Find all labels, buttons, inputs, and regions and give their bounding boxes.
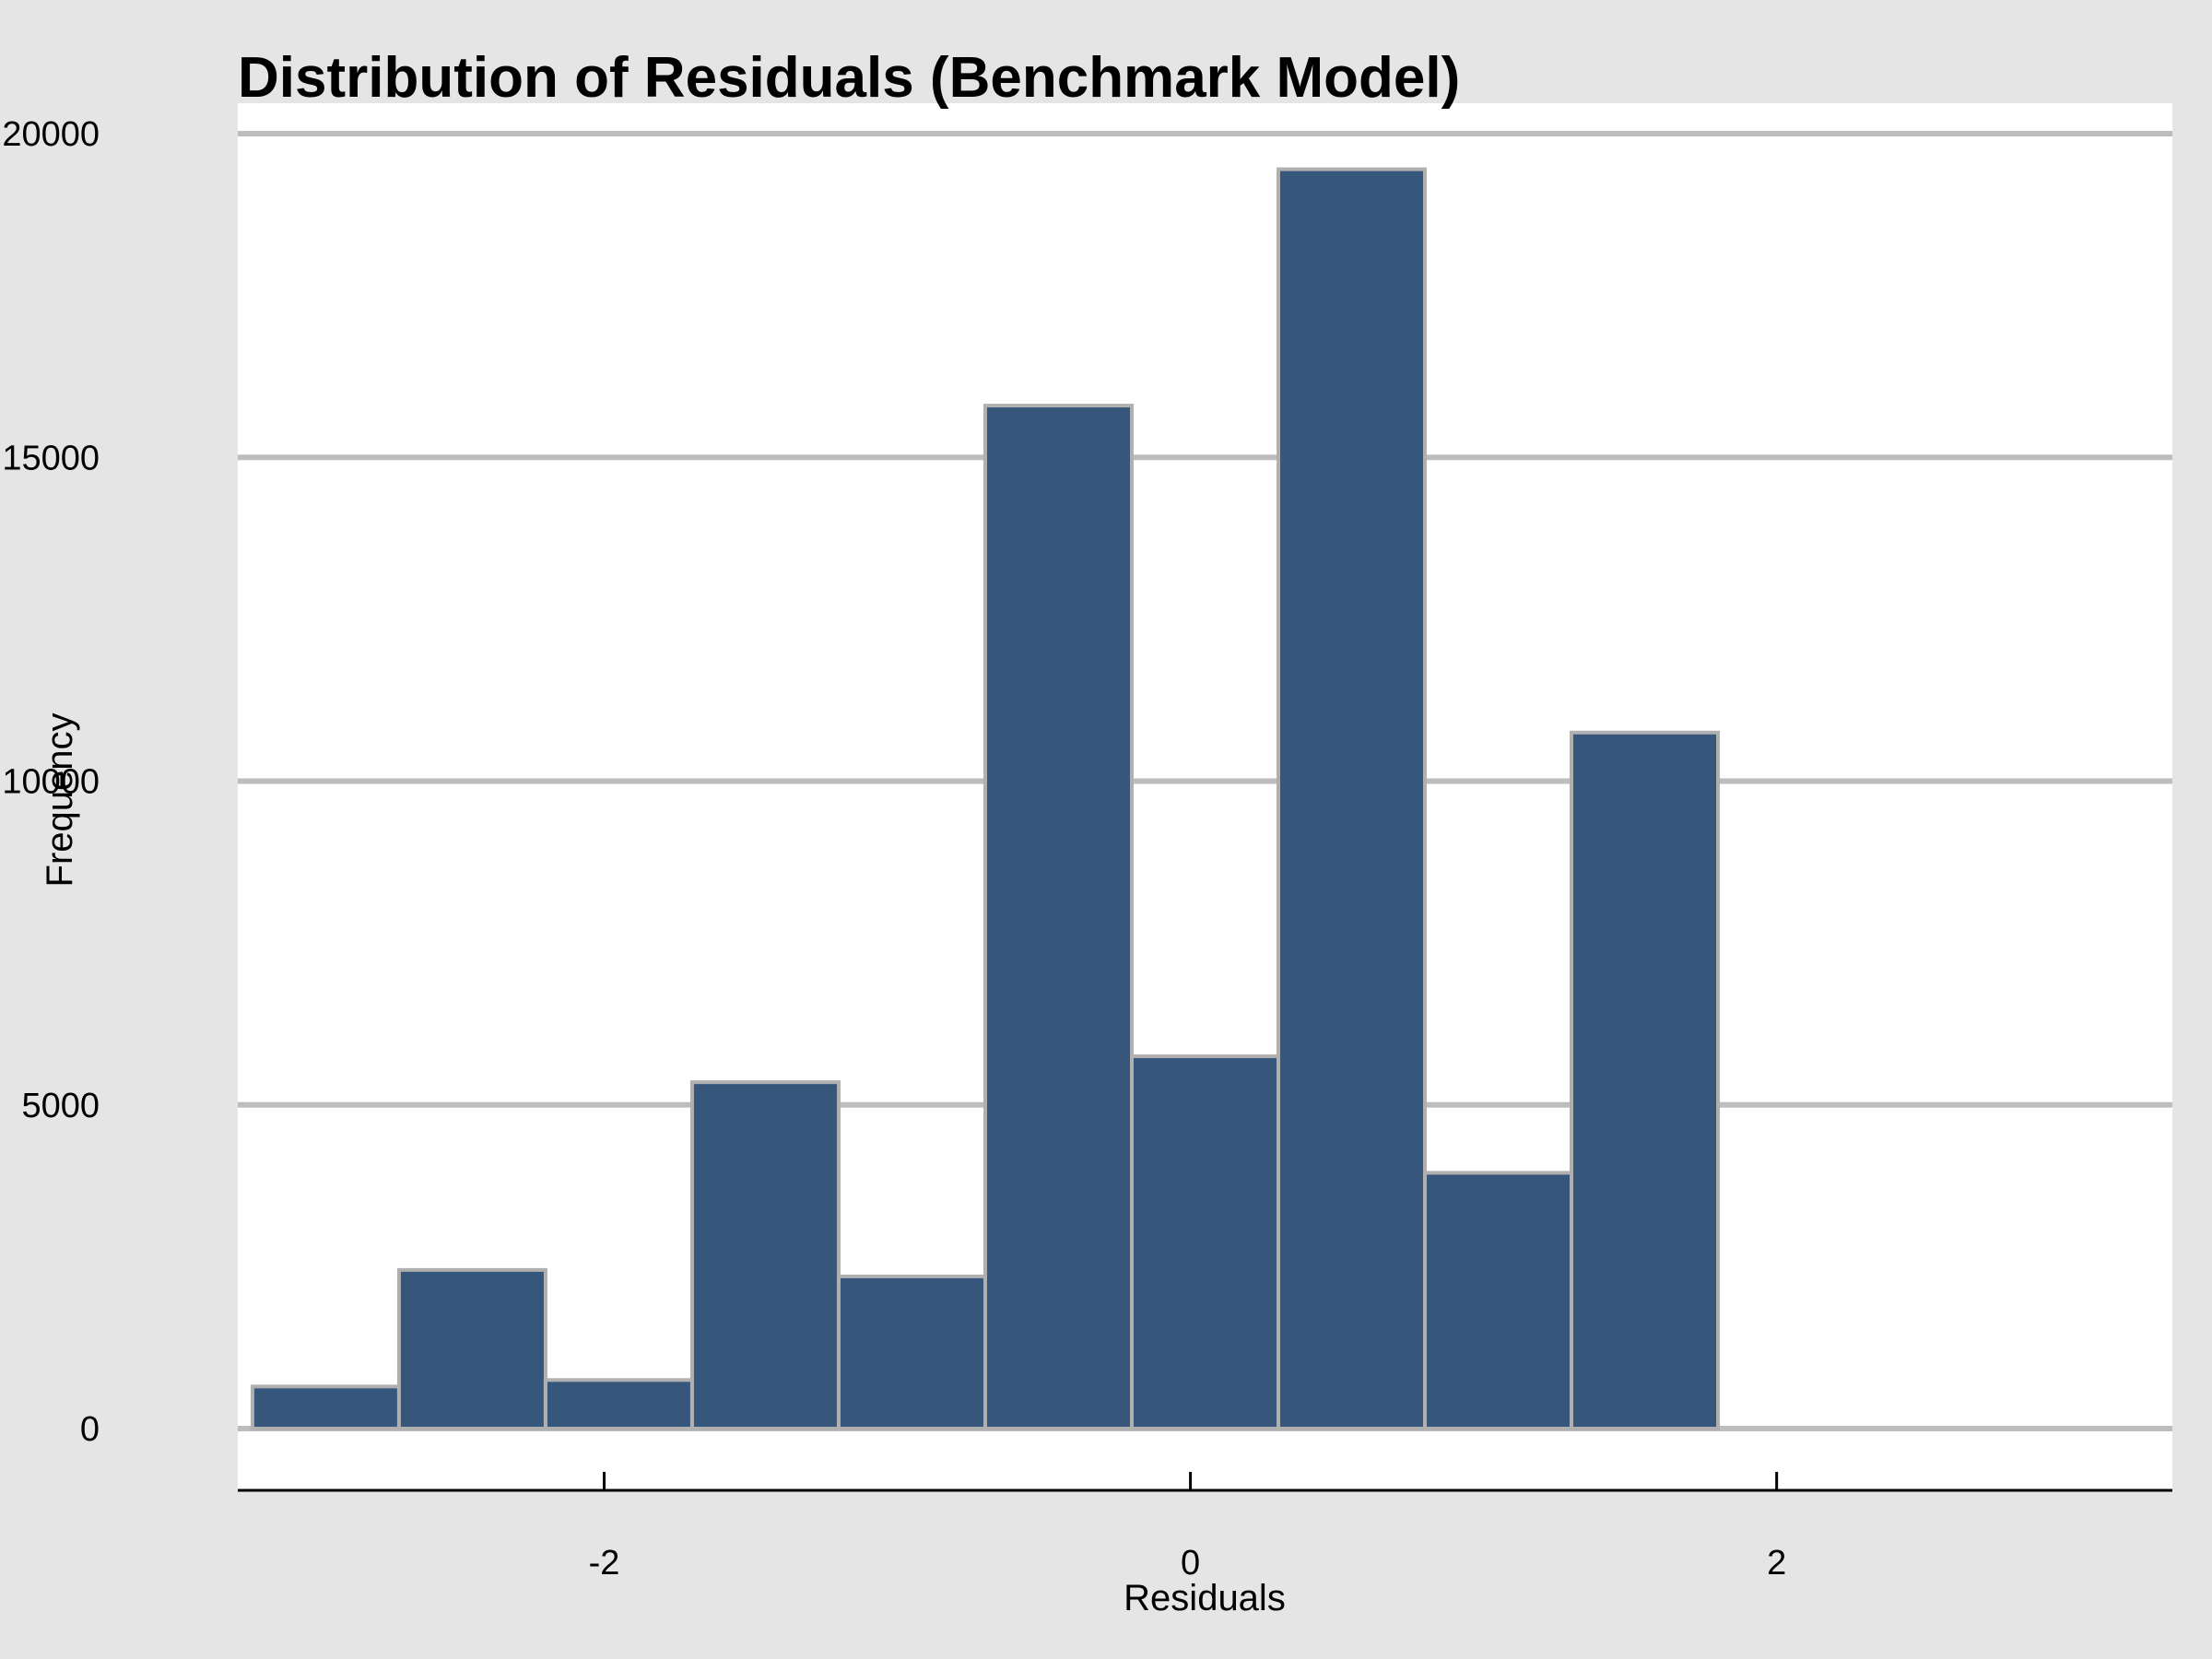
histogram-bar: [543, 1378, 694, 1430]
x-tick-label: 0: [1181, 1544, 1200, 1583]
histogram-bar: [836, 1274, 987, 1430]
y-tick-label: 10000: [2, 763, 100, 802]
histogram-bar: [396, 1267, 547, 1430]
y-axis-ticks: 0 5000 10000 15000 20000: [2, 115, 100, 1449]
histogram-bar: [250, 1384, 401, 1431]
histogram-bar: [1570, 730, 1721, 1430]
x-tick-label: 2: [1767, 1544, 1786, 1583]
histogram-bars: [250, 167, 1721, 1431]
x-tick-label: -2: [589, 1544, 620, 1583]
histogram-bar: [689, 1080, 841, 1430]
x-axis-ticks: -2 0 2: [589, 1472, 1786, 1583]
chart-title: Distribution of Residuals (Benchmark Mod…: [238, 46, 1460, 110]
histogram-bar: [1129, 1054, 1281, 1430]
y-tick-label: 5000: [21, 1087, 100, 1125]
histogram-bar: [1423, 1171, 1574, 1430]
y-tick-label: 0: [80, 1410, 100, 1449]
x-axis-label: Residuals: [1124, 1578, 1286, 1618]
histogram-bar: [982, 404, 1134, 1430]
y-axis-label: Frequency: [40, 713, 80, 888]
y-tick-label: 20000: [2, 115, 100, 154]
histogram-bar: [1277, 167, 1428, 1431]
y-tick-label: 15000: [2, 439, 100, 477]
